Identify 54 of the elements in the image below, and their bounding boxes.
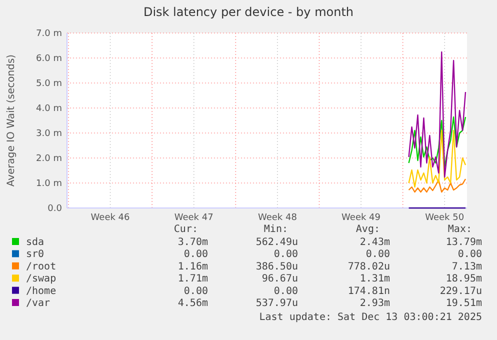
y-tick-label: 6.0 m [36, 54, 62, 64]
y-tick-label: 3.0 m [36, 129, 62, 140]
text: Cur: [174, 224, 198, 235]
text: 4.56m [178, 298, 208, 309]
y-tick-label: 0.0 [48, 204, 62, 214]
line-series [408, 178, 466, 193]
legend-label: /var [26, 298, 50, 309]
text: Last update: Sat Dec 13 03:00:21 2025 [259, 312, 482, 324]
legend-label: /swap [26, 274, 56, 285]
x-tick-label: Week 49 [342, 213, 381, 223]
line-series [408, 130, 466, 188]
text: 3.70m [178, 237, 208, 248]
text: 19.51m [446, 298, 482, 309]
text: 96.67u [262, 274, 298, 285]
text: 0.00 [274, 286, 298, 297]
text: 0.00 [184, 249, 208, 260]
text: 174.81n [348, 286, 390, 297]
line-series [408, 116, 466, 168]
text: 562.49u [256, 237, 298, 248]
y-tick-label: 1.0 m [36, 179, 62, 190]
x-tick-label: Week 50 [425, 213, 464, 223]
text: 2.43m [360, 237, 390, 248]
x-tick-label: Week 46 [90, 213, 130, 223]
text: 7.13m [452, 261, 482, 272]
y-axis-title: Average IO Wait (seconds) [6, 54, 17, 187]
text: 0.00 [184, 286, 208, 297]
text: 1.31m [360, 274, 390, 285]
text: 0.00 [366, 249, 390, 260]
text: Max: [448, 224, 472, 235]
text: Min: [264, 224, 288, 235]
legend-label: sda [26, 237, 44, 248]
y-tick-label: 2.0 m [36, 154, 62, 164]
line-series [408, 51, 466, 178]
text: 13.79m [446, 237, 482, 248]
legend-label: sr0 [26, 249, 44, 260]
text: 0.00 [274, 249, 298, 260]
text: 1.71m [178, 274, 208, 285]
legend-label: /home [26, 286, 56, 297]
y-tick-label: 4.0 m [36, 104, 62, 114]
y-tick-label: 5.0 m [36, 79, 62, 90]
text: 229.17u [440, 286, 482, 297]
text: 2.93m [360, 298, 390, 309]
text: 1.16m [178, 261, 208, 272]
legend-label: /root [26, 261, 56, 272]
x-tick-label: Week 47 [174, 213, 214, 223]
text: 0.00 [458, 249, 482, 260]
text: 778.02u [348, 261, 390, 272]
text: 386.50u [256, 261, 298, 272]
x-tick-label: Week 48 [258, 213, 298, 223]
chart-title: Disk latency per device - by month [143, 5, 354, 19]
text: 18.95m [446, 274, 482, 285]
text: 537.97u [256, 298, 298, 309]
text: Avg: [356, 224, 380, 235]
y-tick-label: 7.0 m [36, 29, 62, 40]
